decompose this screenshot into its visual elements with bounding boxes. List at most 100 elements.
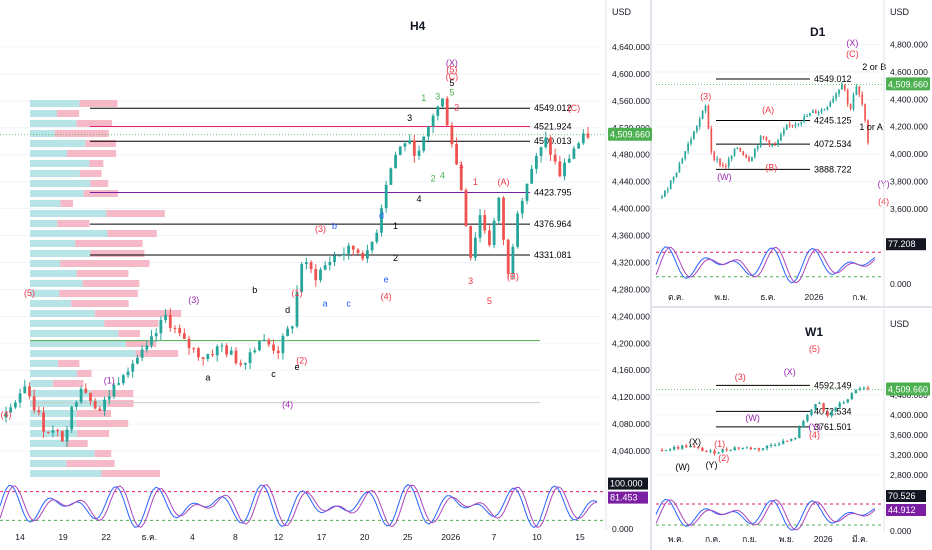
candle-body — [777, 140, 779, 145]
wave-label: (C) — [846, 49, 859, 59]
volume-bar — [94, 310, 182, 317]
candle-body — [187, 338, 191, 349]
candle-body — [809, 113, 811, 116]
volume-profile — [30, 100, 182, 477]
volume-bar — [30, 240, 76, 247]
candle-body — [774, 144, 777, 146]
wave-label: d — [379, 211, 384, 221]
candle-body — [290, 326, 294, 329]
candle-body — [822, 403, 825, 412]
candle-body — [854, 390, 858, 394]
candle-body — [741, 447, 744, 449]
x-tick-label: 15 — [575, 532, 585, 542]
candle-body — [441, 98, 444, 107]
x-tick-label: 10 — [532, 532, 542, 542]
candle-body — [197, 348, 200, 358]
x-tick-label: พ.ย. — [714, 292, 729, 302]
volume-bar — [30, 140, 86, 147]
candle-body — [689, 446, 692, 448]
volume-bar — [59, 290, 138, 297]
candle-body — [867, 120, 869, 143]
candle-body — [79, 388, 83, 403]
candle-body — [103, 399, 106, 411]
candle-body — [342, 253, 346, 256]
candle-body — [842, 402, 845, 404]
volume-bar — [126, 340, 157, 347]
candle-body — [272, 344, 275, 351]
y-tick-label: 4,120.000 — [612, 392, 650, 402]
level-label: 3761.501 — [814, 422, 852, 432]
candle-body — [830, 411, 833, 416]
y-tick-label: 3,200.000 — [890, 450, 928, 460]
y-tick-label: 3,600.000 — [890, 430, 928, 440]
stoch-d-label: 81.453 — [610, 493, 638, 503]
wave-label: (W) — [675, 462, 690, 472]
wave-label: 1 — [421, 93, 426, 103]
candle-body — [567, 158, 571, 163]
volume-bar — [85, 140, 116, 147]
level-label: 4331.081 — [534, 250, 572, 260]
candle-body — [866, 387, 870, 389]
x-tick-label: 22 — [101, 532, 111, 542]
volume-bar — [118, 330, 141, 337]
volume-bar — [67, 150, 117, 157]
candle-body — [225, 345, 228, 355]
y-tick-label: 4,560.000 — [612, 96, 650, 106]
stoch-zero-label: 0.000 — [890, 279, 912, 289]
wave-label: 2 or B — [862, 62, 886, 72]
candle-body — [794, 438, 797, 440]
volume-bar — [30, 390, 91, 397]
volume-bar — [79, 170, 102, 177]
wave-label: a — [323, 298, 328, 308]
wave-label: (4) — [381, 292, 392, 302]
wave-label: (B) — [765, 163, 777, 173]
candle-body — [178, 328, 182, 334]
candle-body — [60, 430, 64, 442]
candle-body — [121, 375, 125, 384]
candle-body — [65, 429, 69, 442]
candle-body — [98, 408, 102, 411]
candle-body — [788, 124, 791, 126]
wave-label: a — [205, 372, 210, 382]
stoch-d-line — [655, 499, 876, 531]
candle-body — [690, 139, 692, 144]
candle-body — [713, 450, 716, 454]
y-tick-label: 4,080.000 — [612, 419, 650, 429]
candle-body — [748, 157, 750, 162]
wave-label: c — [271, 369, 276, 379]
candle-body — [757, 448, 761, 450]
y-tick-label: 3,600.000 — [890, 204, 928, 214]
wave-label: (2) — [718, 453, 729, 463]
candle-body — [660, 450, 664, 451]
candle-body — [333, 255, 336, 263]
volume-bar — [30, 460, 67, 467]
y-tick-label: 4,000.000 — [890, 410, 928, 420]
candles — [661, 82, 869, 200]
candle-body — [403, 143, 407, 147]
panel-separator-vertical — [650, 0, 652, 550]
volume-bar — [76, 410, 112, 417]
wave-label: 3 — [468, 276, 473, 286]
candle-body — [730, 155, 733, 159]
volume-bar — [65, 440, 88, 447]
wave-label: 5 — [487, 296, 492, 306]
x-tick-label: 8 — [233, 532, 238, 542]
candle-body — [492, 220, 496, 246]
wave-label: (2) — [296, 356, 307, 366]
candle-body — [229, 350, 233, 355]
wave-label: 5 — [449, 78, 454, 88]
candle-body — [253, 350, 257, 353]
candle-body — [810, 409, 813, 416]
candle-body — [797, 123, 800, 125]
candle-body — [412, 140, 416, 156]
candle-body — [759, 136, 762, 147]
candle-body — [716, 158, 718, 161]
candle-body — [783, 129, 785, 135]
volume-bar — [30, 310, 95, 317]
stoch-d-tag — [608, 491, 648, 504]
candle-body — [370, 241, 374, 251]
candle-body — [798, 427, 801, 439]
volume-bar — [30, 470, 102, 477]
candle-body — [768, 140, 771, 146]
level-label: 4245.125 — [814, 116, 852, 126]
